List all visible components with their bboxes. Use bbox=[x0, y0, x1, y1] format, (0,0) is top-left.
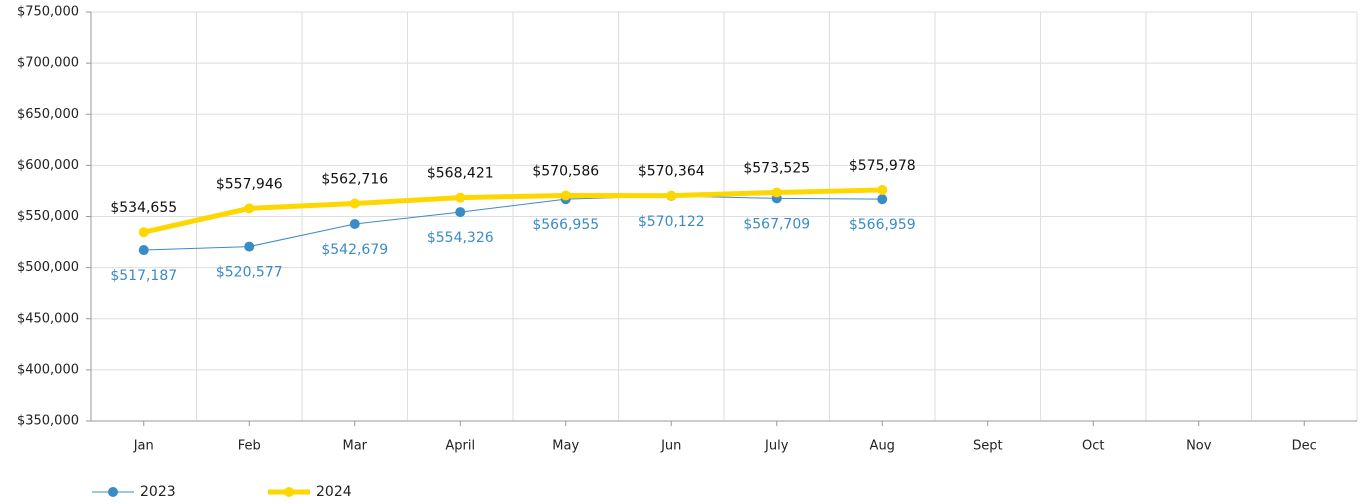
data-point bbox=[455, 192, 466, 203]
data-point bbox=[138, 245, 149, 256]
data-label: $534,655 bbox=[110, 200, 177, 216]
legend-marker bbox=[108, 487, 118, 497]
data-label: $566,959 bbox=[849, 217, 916, 233]
data-label: $570,122 bbox=[638, 214, 705, 230]
legend-label: 2023 bbox=[140, 484, 176, 500]
x-tick-label: May bbox=[552, 439, 579, 454]
data-label: $570,364 bbox=[638, 164, 705, 180]
data-point bbox=[244, 203, 255, 214]
data-label: $575,978 bbox=[849, 158, 916, 174]
data-point bbox=[455, 207, 466, 218]
y-tick-label: $550,000 bbox=[17, 209, 79, 224]
x-tick-label: April bbox=[445, 439, 475, 454]
data-label: $568,421 bbox=[427, 166, 494, 182]
data-point bbox=[666, 190, 677, 201]
y-tick-label: $500,000 bbox=[17, 260, 79, 275]
x-tick-label: Sept bbox=[973, 439, 1003, 454]
x-tick-label: Dec bbox=[1292, 439, 1317, 454]
y-tick-label: $700,000 bbox=[17, 56, 79, 71]
data-label: $542,679 bbox=[321, 242, 388, 258]
series-line bbox=[143, 195, 883, 251]
data-point bbox=[771, 187, 782, 198]
data-label: $570,586 bbox=[532, 163, 599, 179]
data-point bbox=[877, 194, 888, 205]
x-tick-label: Jun bbox=[660, 439, 681, 454]
data-label: $566,955 bbox=[532, 217, 599, 233]
data-label: $562,716 bbox=[321, 171, 388, 187]
series-line bbox=[143, 187, 883, 235]
legend-label: 2024 bbox=[316, 484, 352, 500]
data-label: $557,946 bbox=[216, 176, 283, 192]
y-tick-label: $350,000 bbox=[17, 414, 79, 429]
y-tick-label: $750,000 bbox=[17, 5, 79, 20]
y-tick-label: $400,000 bbox=[17, 362, 79, 377]
x-tick-label: Oct bbox=[1082, 439, 1104, 454]
data-point bbox=[349, 218, 360, 229]
y-tick-label: $450,000 bbox=[17, 311, 79, 326]
x-tick-label: Feb bbox=[238, 439, 261, 454]
y-tick-label: $600,000 bbox=[17, 158, 79, 173]
data-label: $554,326 bbox=[427, 230, 494, 246]
x-tick-label: July bbox=[764, 439, 789, 454]
x-tick-label: Mar bbox=[342, 439, 367, 454]
data-label: $567,709 bbox=[743, 216, 810, 232]
x-tick-label: Nov bbox=[1186, 439, 1212, 454]
data-label: $573,525 bbox=[743, 160, 810, 176]
data-point bbox=[560, 190, 571, 201]
x-tick-label: Jan bbox=[133, 439, 154, 454]
data-label: $520,577 bbox=[216, 265, 283, 281]
legend-marker bbox=[284, 487, 294, 497]
data-point bbox=[877, 184, 888, 195]
data-label: $517,187 bbox=[110, 268, 177, 284]
data-point bbox=[349, 198, 360, 209]
y-tick-label: $650,000 bbox=[17, 107, 79, 122]
data-point bbox=[244, 241, 255, 252]
data-point bbox=[138, 227, 149, 238]
x-tick-label: Aug bbox=[870, 439, 895, 454]
